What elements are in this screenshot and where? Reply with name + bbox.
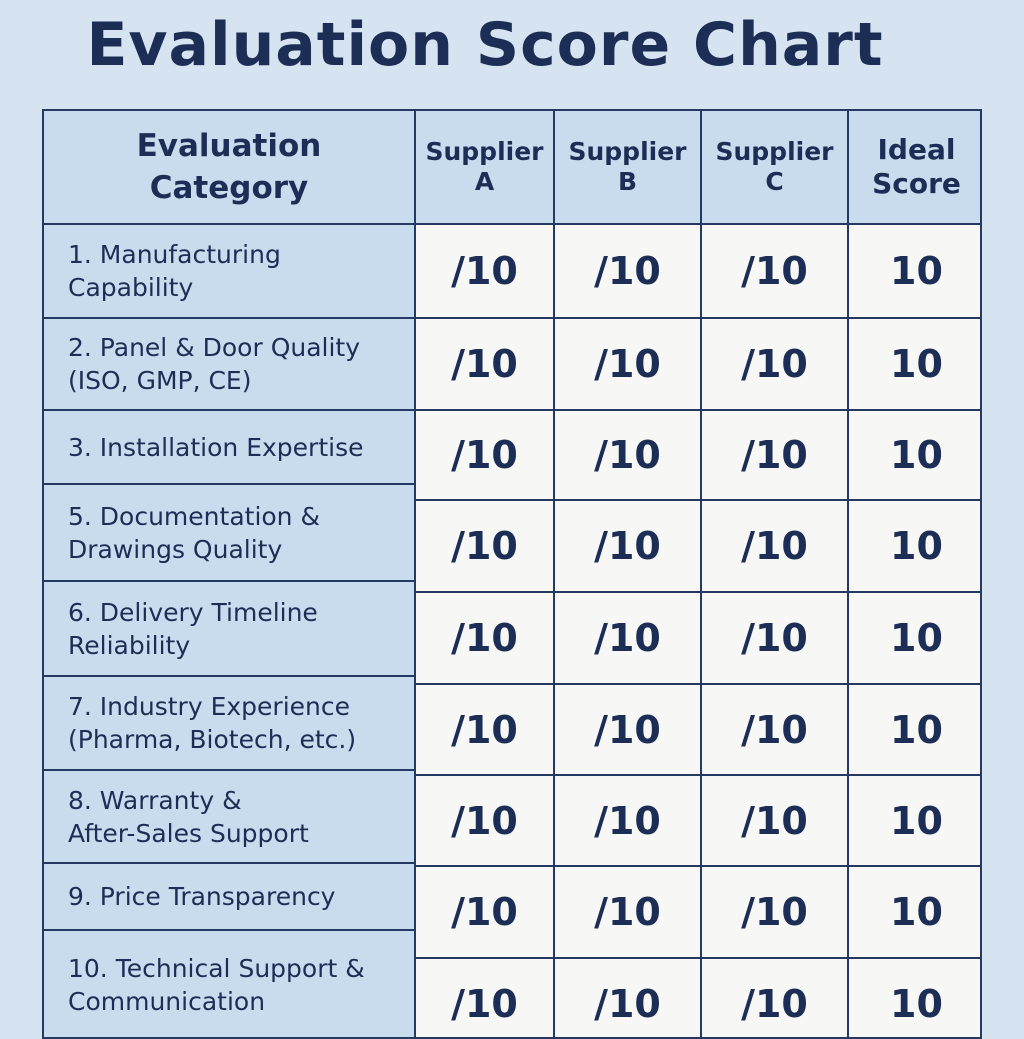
category-label: 9. Price Transparency: [68, 882, 336, 911]
category-cell: 6. Delivery Timeline Reliability: [44, 582, 416, 677]
supplier-a-score-cell: /10: [416, 319, 555, 411]
ideal-score-cell: 10: [849, 867, 980, 959]
ideal-score-cell: 10: [849, 685, 980, 776]
supplier-c-score-cell: /10: [702, 593, 849, 685]
category-label: 3. Installation Expertise: [68, 432, 364, 462]
supplier-b-score-cell: /10: [555, 319, 702, 411]
category-label: 5. Documentation & Drawings Quality: [68, 501, 320, 564]
category-label: 7. Industry Experience (Pharma, Biotech,…: [68, 692, 357, 754]
supplier-c-score-cell: /10: [702, 776, 849, 867]
supplier-a-score-cell: /10: [416, 411, 555, 501]
supplier-c-score-cell: /10: [702, 501, 849, 593]
ideal-score-cell: 10: [849, 225, 980, 319]
ideal-score-cell: 10: [849, 593, 980, 685]
supplier-a-score-cell: /10: [416, 685, 555, 776]
category-cell: 5. Documentation & Drawings Quality: [44, 485, 416, 582]
header-ideal-score: Ideal Score: [849, 111, 980, 225]
score-table: Evaluation Category Supplier A Supplier …: [42, 109, 982, 1039]
supplier-c-score-cell: /10: [702, 319, 849, 411]
supplier-c-score-cell: /10: [702, 959, 849, 1037]
header-evaluation-category: Evaluation Category: [44, 111, 416, 225]
ideal-score-cell: 10: [849, 319, 980, 411]
category-label: 1. Manufacturing Capability: [68, 240, 281, 302]
ideal-score-cell: 10: [849, 959, 980, 1037]
supplier-b-score-cell: /10: [555, 959, 702, 1037]
header-supplier-c: Supplier C: [702, 111, 849, 225]
category-label: 2. Panel & Door Quality (ISO, GMP, CE): [68, 333, 361, 395]
ideal-score-cell: 10: [849, 501, 980, 593]
category-label: 8. Warranty & After-Sales Support: [68, 785, 309, 848]
category-cell: 2. Panel & Door Quality (ISO, GMP, CE): [44, 319, 416, 411]
supplier-a-score-cell: /10: [416, 776, 555, 867]
category-cell: 9. Price Transparency: [44, 864, 416, 931]
header-supplier-b: Supplier B: [555, 111, 702, 225]
supplier-a-score-cell: /10: [416, 501, 555, 593]
supplier-a-score-cell: /10: [416, 867, 555, 959]
supplier-b-score-cell: /10: [555, 593, 702, 685]
supplier-b-score-cell: /10: [555, 225, 702, 319]
category-cell: 3. Installation Expertise: [44, 411, 416, 485]
supplier-b-score-cell: /10: [555, 867, 702, 959]
category-label: 10. Technical Support & Communication: [68, 954, 365, 1016]
supplier-a-score-cell: /10: [416, 593, 555, 685]
supplier-c-score-cell: /10: [702, 225, 849, 319]
category-cell: 8. Warranty & After-Sales Support: [44, 771, 416, 864]
supplier-b-score-cell: /10: [555, 776, 702, 867]
table-grid: Evaluation Category Supplier A Supplier …: [44, 111, 980, 1037]
supplier-b-score-cell: /10: [555, 685, 702, 776]
ideal-score-cell: 10: [849, 776, 980, 867]
supplier-a-score-cell: /10: [416, 959, 555, 1037]
category-cell: 10. Technical Support & Communication: [44, 931, 416, 1037]
supplier-b-score-cell: /10: [555, 501, 702, 593]
supplier-b-score-cell: /10: [555, 411, 702, 501]
page-title: Evaluation Score Chart: [86, 10, 884, 80]
supplier-c-score-cell: /10: [702, 685, 849, 776]
category-cell: 7. Industry Experience (Pharma, Biotech,…: [44, 677, 416, 771]
supplier-c-score-cell: /10: [702, 411, 849, 501]
supplier-c-score-cell: /10: [702, 867, 849, 959]
category-cell: 1. Manufacturing Capability: [44, 225, 416, 319]
ideal-score-cell: 10: [849, 411, 980, 501]
supplier-a-score-cell: /10: [416, 225, 555, 319]
header-supplier-a: Supplier A: [416, 111, 555, 225]
category-label: 6. Delivery Timeline Reliability: [68, 597, 318, 660]
